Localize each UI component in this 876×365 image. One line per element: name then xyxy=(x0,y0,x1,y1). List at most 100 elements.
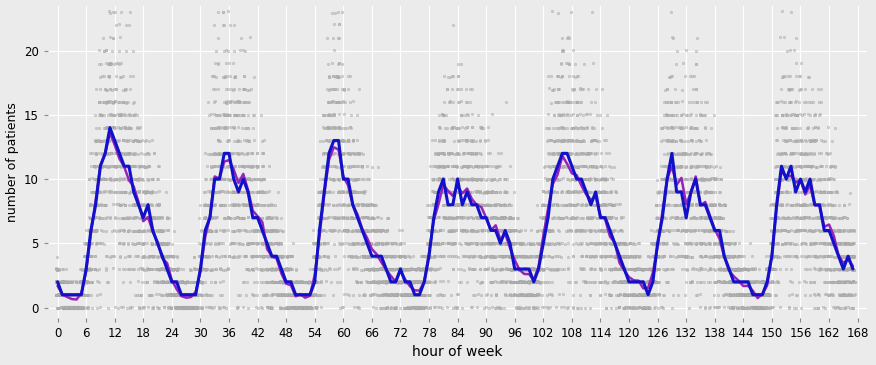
Point xyxy=(836,279,850,285)
Point xyxy=(170,279,184,285)
Point xyxy=(247,241,261,246)
Point xyxy=(166,291,180,297)
Point xyxy=(598,177,612,182)
Point xyxy=(218,74,232,80)
Point xyxy=(264,292,278,298)
Point xyxy=(204,228,218,234)
Point xyxy=(559,60,573,66)
Point xyxy=(675,266,689,272)
Point xyxy=(745,291,759,297)
Point xyxy=(768,253,782,259)
Point xyxy=(332,227,346,233)
Point xyxy=(451,201,465,207)
Point xyxy=(96,138,110,144)
Point xyxy=(795,240,809,246)
Point xyxy=(701,202,715,208)
Point xyxy=(595,176,609,182)
Point xyxy=(798,214,812,220)
Point xyxy=(459,240,473,246)
Point xyxy=(512,305,526,311)
Point xyxy=(99,100,113,105)
Point xyxy=(604,241,618,247)
Point xyxy=(754,279,768,285)
Point xyxy=(81,267,95,273)
Point xyxy=(145,137,159,143)
Point xyxy=(449,163,463,169)
Point xyxy=(264,241,278,247)
Point xyxy=(766,254,780,260)
Point xyxy=(117,99,131,105)
Point xyxy=(452,214,466,220)
Point xyxy=(50,292,64,298)
Point xyxy=(844,266,858,272)
Point xyxy=(394,267,408,273)
Point xyxy=(671,241,685,247)
Point xyxy=(256,228,270,234)
Point xyxy=(674,188,688,194)
Point xyxy=(552,99,566,104)
Point xyxy=(364,266,378,272)
Point xyxy=(846,278,860,284)
Point xyxy=(724,266,738,272)
Point xyxy=(327,177,341,182)
Point xyxy=(510,279,524,285)
Point xyxy=(54,279,68,285)
Point xyxy=(180,292,194,297)
Point xyxy=(418,279,432,285)
Point xyxy=(284,292,298,298)
Point xyxy=(830,253,844,259)
Point xyxy=(301,291,315,297)
Point xyxy=(653,176,668,182)
Point xyxy=(279,280,293,285)
Point xyxy=(461,176,475,182)
Point xyxy=(97,176,111,181)
Point xyxy=(489,292,503,298)
Point xyxy=(745,266,759,272)
Point xyxy=(117,151,131,157)
Point xyxy=(208,278,222,284)
Point xyxy=(201,253,215,259)
Point xyxy=(49,292,63,298)
Point xyxy=(293,305,307,311)
Point xyxy=(328,202,343,208)
Point xyxy=(420,241,434,246)
Point xyxy=(650,279,664,285)
Point xyxy=(216,176,230,182)
Point xyxy=(640,291,654,297)
Point xyxy=(239,266,253,272)
Point xyxy=(152,228,166,234)
Point xyxy=(664,99,678,105)
Point xyxy=(221,227,235,233)
Point xyxy=(260,241,274,246)
Point xyxy=(194,253,208,259)
Point xyxy=(576,188,590,194)
Point xyxy=(401,292,415,298)
Point xyxy=(576,240,590,246)
Point xyxy=(208,163,223,169)
Point xyxy=(780,125,794,131)
Point xyxy=(483,150,497,156)
Point xyxy=(474,176,488,181)
Point xyxy=(469,228,483,234)
Point xyxy=(708,254,722,260)
Point xyxy=(555,124,569,130)
Point xyxy=(177,292,191,298)
Point xyxy=(835,215,849,220)
Point xyxy=(698,189,712,195)
Point xyxy=(660,164,674,170)
Point xyxy=(589,177,603,182)
Point xyxy=(59,292,73,298)
Point xyxy=(696,215,710,221)
Point xyxy=(522,305,536,311)
Point xyxy=(604,214,618,220)
Point xyxy=(490,163,504,169)
Point xyxy=(763,266,777,272)
Point xyxy=(624,280,638,285)
Point xyxy=(441,163,455,169)
Point xyxy=(477,266,491,272)
Point xyxy=(101,305,115,311)
Point xyxy=(459,87,473,92)
Point xyxy=(409,279,423,285)
Point xyxy=(263,266,277,272)
Point xyxy=(122,215,136,221)
